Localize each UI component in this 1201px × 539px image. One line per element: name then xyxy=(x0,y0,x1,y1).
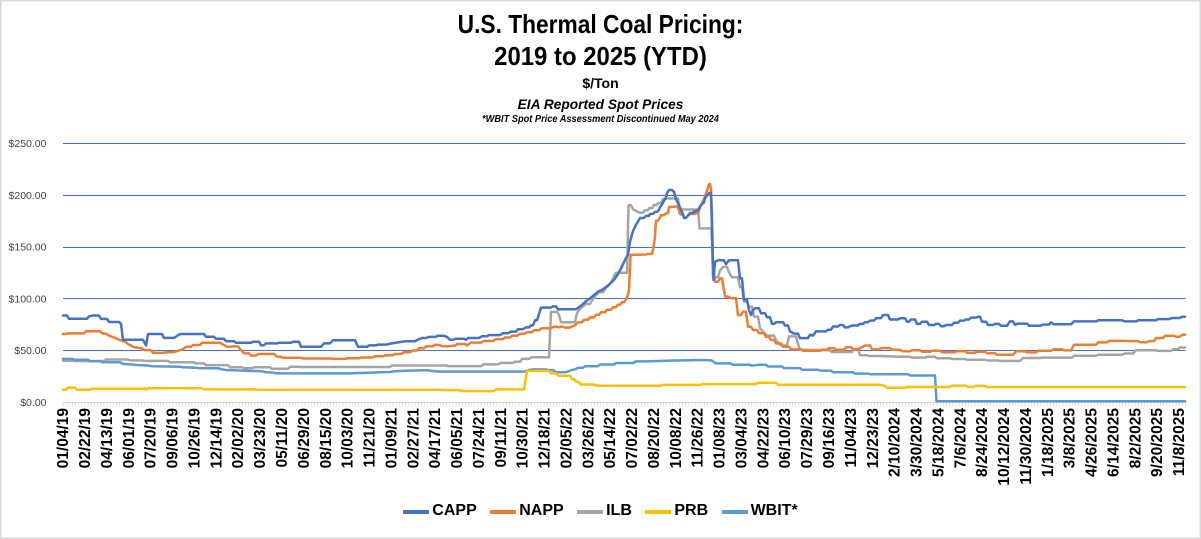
svg-text:1/18/2025: 1/18/2025 xyxy=(1040,408,1057,477)
svg-text:3/8/2025: 3/8/2025 xyxy=(1062,408,1079,469)
svg-text:$200.00: $200.00 xyxy=(9,190,47,202)
svg-text:06/29/20: 06/29/20 xyxy=(296,408,313,468)
svg-text:12/14/19: 12/14/19 xyxy=(208,408,225,469)
svg-text:08/20/22: 08/20/22 xyxy=(646,408,663,468)
svg-text:2/10/2024: 2/10/2024 xyxy=(887,408,904,477)
svg-text:05/14/22: 05/14/22 xyxy=(602,408,619,468)
svg-text:07/20/19: 07/20/19 xyxy=(143,408,160,469)
svg-text:04/17/21: 04/17/21 xyxy=(427,408,444,469)
svg-text:09/16/23: 09/16/23 xyxy=(821,408,838,469)
svg-text:11/8/2025: 11/8/2025 xyxy=(1171,408,1188,476)
svg-text:$0.00: $0.00 xyxy=(20,397,46,409)
svg-text:11/21/20: 11/21/20 xyxy=(362,408,379,467)
svg-text:03/26/22: 03/26/22 xyxy=(580,408,597,468)
svg-text:02/22/19: 02/22/19 xyxy=(77,408,94,469)
svg-text:$150.00: $150.00 xyxy=(9,242,47,254)
svg-text:$100.00: $100.00 xyxy=(9,293,47,305)
svg-text:4/26/2025: 4/26/2025 xyxy=(1084,408,1101,477)
svg-text:01/08/23: 01/08/23 xyxy=(712,408,729,469)
svg-text:07/24/21: 07/24/21 xyxy=(471,408,488,469)
svg-text:04/13/19: 04/13/19 xyxy=(99,408,116,469)
svg-text:5/18/2024: 5/18/2024 xyxy=(930,408,947,477)
svg-text:06/01/19: 06/01/19 xyxy=(121,408,138,469)
svg-text:10/08/22: 10/08/22 xyxy=(668,408,685,468)
svg-text:09/11/21: 09/11/21 xyxy=(493,408,510,468)
svg-text:04/22/23: 04/22/23 xyxy=(755,408,772,469)
svg-text:06/10/23: 06/10/23 xyxy=(777,408,794,469)
svg-text:08/15/20: 08/15/20 xyxy=(318,408,335,468)
svg-text:03/23/20: 03/23/20 xyxy=(252,408,269,468)
svg-text:02/02/20: 02/02/20 xyxy=(230,408,247,468)
svg-text:07/29/23: 07/29/23 xyxy=(799,408,816,469)
svg-text:11/04/23: 11/04/23 xyxy=(843,408,860,468)
svg-text:6/14/2025: 6/14/2025 xyxy=(1105,408,1122,477)
svg-text:12/18/21: 12/18/21 xyxy=(537,408,554,469)
svg-text:10/30/21: 10/30/21 xyxy=(515,408,532,469)
svg-text:10/03/20: 10/03/20 xyxy=(340,408,357,468)
svg-text:02/27/21: 02/27/21 xyxy=(405,408,422,469)
svg-text:05/11/20: 05/11/20 xyxy=(274,408,291,467)
svg-text:02/05/22: 02/05/22 xyxy=(558,408,575,468)
svg-text:01/04/19: 01/04/19 xyxy=(55,408,72,469)
svg-text:10/26/19: 10/26/19 xyxy=(187,408,204,469)
svg-text:10/12/2024: 10/12/2024 xyxy=(996,408,1013,486)
svg-text:07/02/22: 07/02/22 xyxy=(624,408,641,468)
svg-text:$250.00: $250.00 xyxy=(9,138,47,150)
svg-text:3/30/2024: 3/30/2024 xyxy=(909,408,926,477)
svg-text:8/2/2025: 8/2/2025 xyxy=(1127,408,1144,469)
svg-text:9/20/2025: 9/20/2025 xyxy=(1149,408,1166,477)
svg-text:11/30/2024: 11/30/2024 xyxy=(1018,408,1035,485)
svg-text:06/05/21: 06/05/21 xyxy=(449,408,466,469)
svg-text:7/6/2024: 7/6/2024 xyxy=(952,408,969,469)
svg-text:8/24/2024: 8/24/2024 xyxy=(974,408,991,477)
svg-text:12/23/23: 12/23/23 xyxy=(865,408,882,469)
svg-text:09/06/19: 09/06/19 xyxy=(165,408,182,469)
svg-text:03/04/23: 03/04/23 xyxy=(734,408,751,469)
svg-text:01/09/21: 01/09/21 xyxy=(383,408,400,469)
svg-text:11/26/22: 11/26/22 xyxy=(690,408,707,467)
svg-text:$50.00: $50.00 xyxy=(14,345,46,357)
